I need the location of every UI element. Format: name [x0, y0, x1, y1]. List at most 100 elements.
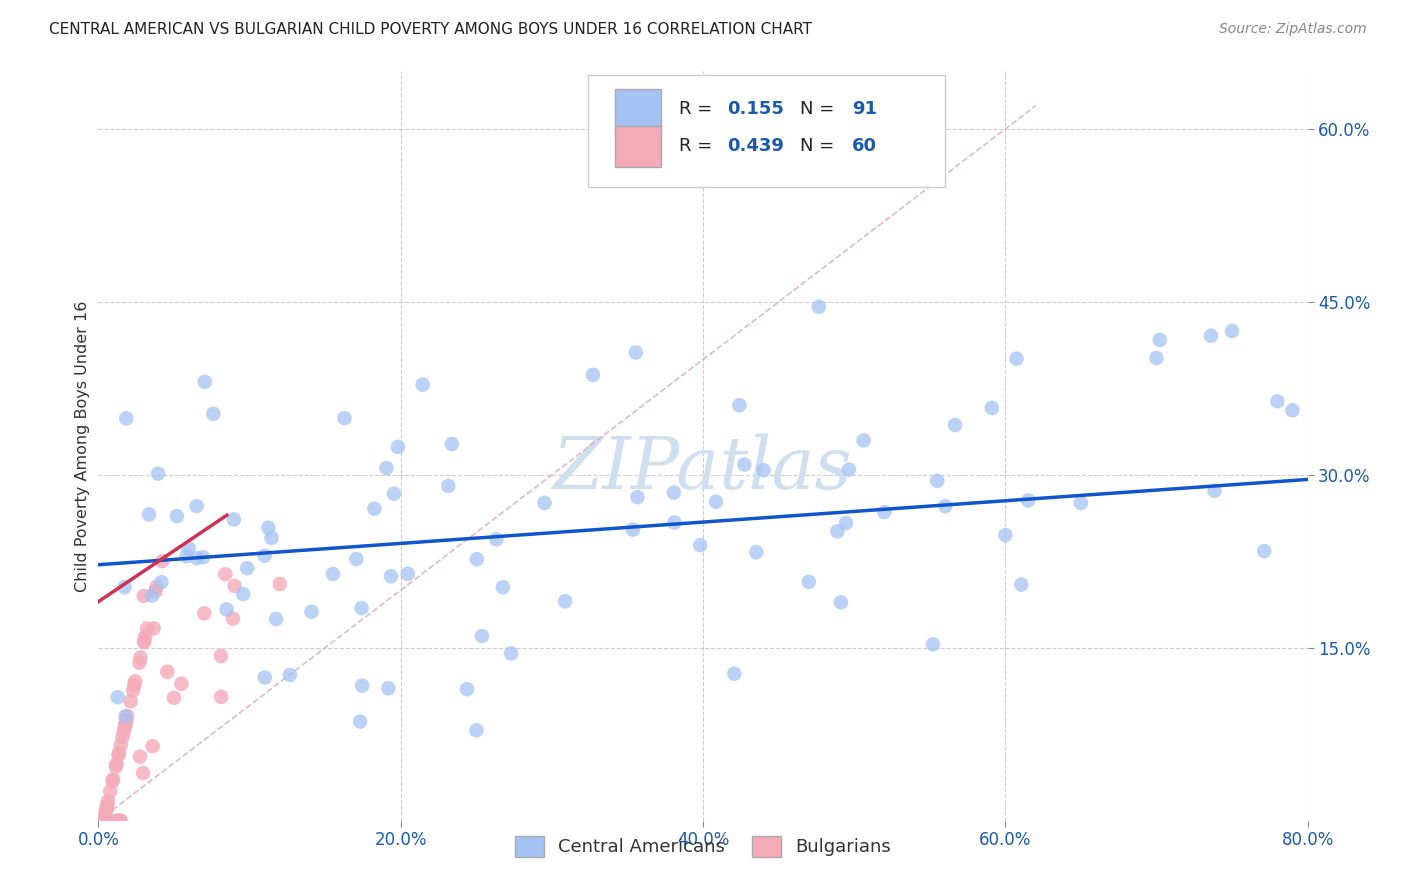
Point	[1204, 483, 1226, 498]
Point	[377, 681, 399, 696]
Point	[943, 418, 966, 433]
Point	[163, 690, 186, 705]
Point	[215, 602, 238, 616]
Point	[375, 461, 398, 475]
Point	[922, 637, 945, 651]
Y-axis label: Child Poverty Among Boys Under 16: Child Poverty Among Boys Under 16	[75, 301, 90, 591]
Point	[122, 683, 145, 698]
Point	[456, 682, 478, 697]
Point	[1281, 403, 1303, 417]
Point	[582, 368, 605, 382]
Point	[191, 550, 214, 565]
Point	[170, 677, 193, 691]
Point	[114, 716, 136, 731]
Point	[257, 521, 280, 535]
Point	[122, 678, 145, 692]
Point	[492, 580, 515, 594]
Point	[554, 594, 576, 608]
Point	[838, 463, 860, 477]
Point	[440, 437, 463, 451]
Point	[994, 528, 1017, 542]
Point	[626, 490, 648, 504]
Point	[396, 566, 419, 581]
Point	[202, 407, 225, 421]
Point	[97, 814, 120, 828]
Text: ZIPatlas: ZIPatlas	[553, 434, 853, 504]
Text: R =: R =	[679, 137, 718, 155]
Point	[176, 549, 198, 563]
Point	[465, 723, 488, 738]
Point	[150, 575, 173, 590]
Point	[363, 501, 385, 516]
Point	[209, 648, 232, 663]
Point	[807, 300, 830, 314]
Point	[145, 584, 167, 599]
Point	[91, 814, 114, 828]
Point	[827, 524, 849, 539]
Point	[830, 595, 852, 609]
Point	[333, 411, 356, 425]
Point	[269, 577, 291, 591]
Point	[96, 802, 118, 816]
Point	[134, 634, 156, 648]
Point	[96, 797, 118, 812]
Text: CENTRAL AMERICAN VS BULGARIAN CHILD POVERTY AMONG BOYS UNDER 16 CORRELATION CHAR: CENTRAL AMERICAN VS BULGARIAN CHILD POVE…	[49, 22, 813, 37]
Point	[94, 814, 117, 828]
Point	[260, 531, 283, 545]
Text: Source: ZipAtlas.com: Source: ZipAtlas.com	[1219, 22, 1367, 37]
Point	[1144, 351, 1167, 365]
Point	[117, 709, 139, 723]
Point	[852, 434, 875, 448]
Point	[142, 621, 165, 635]
Point	[146, 467, 169, 481]
Point	[927, 474, 949, 488]
Point	[112, 724, 135, 739]
Point	[108, 746, 131, 760]
Point	[533, 496, 555, 510]
Point	[835, 516, 858, 530]
Point	[1005, 351, 1028, 366]
Point	[501, 646, 523, 660]
Point	[132, 766, 155, 780]
Point	[150, 554, 173, 568]
Point	[1010, 577, 1032, 591]
Point	[177, 541, 200, 555]
Point	[797, 574, 820, 589]
Point	[166, 509, 188, 524]
Point	[114, 709, 136, 723]
Point	[704, 494, 727, 508]
Point	[728, 398, 751, 412]
Point	[624, 345, 647, 359]
Point	[120, 694, 142, 708]
Point	[145, 580, 167, 594]
Point	[1070, 496, 1092, 510]
Point	[621, 523, 644, 537]
Point	[1267, 394, 1289, 409]
Point	[115, 714, 138, 728]
Point	[1017, 493, 1039, 508]
Point	[485, 533, 508, 547]
Point	[134, 630, 156, 644]
Text: 60: 60	[852, 137, 877, 155]
Point	[89, 814, 111, 828]
Point	[129, 650, 152, 665]
Point	[124, 674, 146, 689]
Point	[129, 749, 152, 764]
Point	[193, 607, 215, 621]
Point	[107, 690, 129, 705]
Point	[350, 601, 373, 615]
Point	[236, 561, 259, 575]
Point	[90, 814, 112, 828]
Point	[105, 757, 128, 772]
Point	[232, 587, 254, 601]
Point	[222, 612, 245, 626]
Point	[689, 538, 711, 552]
Point	[156, 665, 179, 679]
Point	[222, 512, 245, 526]
Point	[108, 814, 131, 828]
Text: 0.155: 0.155	[727, 100, 785, 118]
Point	[723, 666, 745, 681]
Point	[97, 794, 120, 808]
Point	[101, 772, 124, 787]
Point	[1220, 324, 1243, 338]
